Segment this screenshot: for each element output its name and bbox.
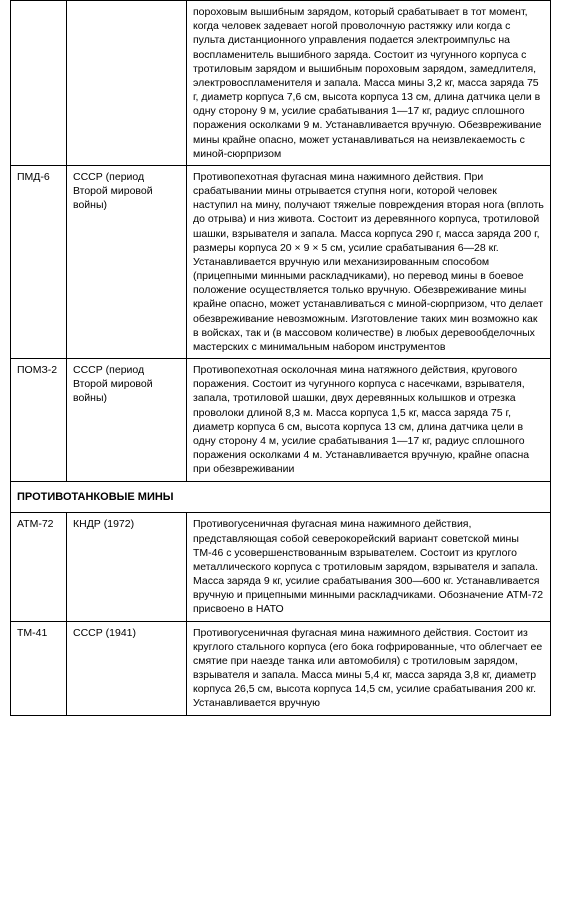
cell-origin <box>67 1 187 166</box>
table-row: ТМ-41 СССР (1941) Противогусеничная фуга… <box>11 621 551 715</box>
table-row: ПОМЗ-2 СССР (период Второй мировой войны… <box>11 359 551 481</box>
page: пороховым вышибным зарядом, который сраб… <box>0 0 561 726</box>
cell-desc: Противогусеничная фугасная мина нажимног… <box>187 621 551 715</box>
cell-origin: СССР (период Второй мировой войны) <box>67 359 187 481</box>
cell-name: ПМД-6 <box>11 165 67 358</box>
section-title: ПРОТИВОТАНКОВЫЕ МИНЫ <box>17 491 174 503</box>
cell-origin: КНДР (1972) <box>67 513 187 621</box>
section-header-cell: ПРОТИВОТАНКОВЫЕ МИНЫ <box>11 481 551 513</box>
table-row: АТМ-72 КНДР (1972) Противогусеничная фуг… <box>11 513 551 621</box>
cell-name: ТМ-41 <box>11 621 67 715</box>
mines-table: пороховым вышибным зарядом, который сраб… <box>10 0 551 716</box>
table-section-row: ПРОТИВОТАНКОВЫЕ МИНЫ <box>11 481 551 513</box>
cell-desc: Противопехотная осколочная мина натяжног… <box>187 359 551 481</box>
cell-desc: пороховым вышибным зарядом, который сраб… <box>187 1 551 166</box>
cell-origin: СССР (1941) <box>67 621 187 715</box>
cell-name: ПОМЗ-2 <box>11 359 67 481</box>
table-row: ПМД-6 СССР (период Второй мировой войны)… <box>11 165 551 358</box>
cell-name <box>11 1 67 166</box>
cell-name: АТМ-72 <box>11 513 67 621</box>
table-row: пороховым вышибным зарядом, который сраб… <box>11 1 551 166</box>
cell-origin: СССР (период Второй мировой войны) <box>67 165 187 358</box>
cell-desc: Противогусеничная фугасная мина нажимног… <box>187 513 551 621</box>
cell-desc: Противопехотная фугасная мина нажимного … <box>187 165 551 358</box>
